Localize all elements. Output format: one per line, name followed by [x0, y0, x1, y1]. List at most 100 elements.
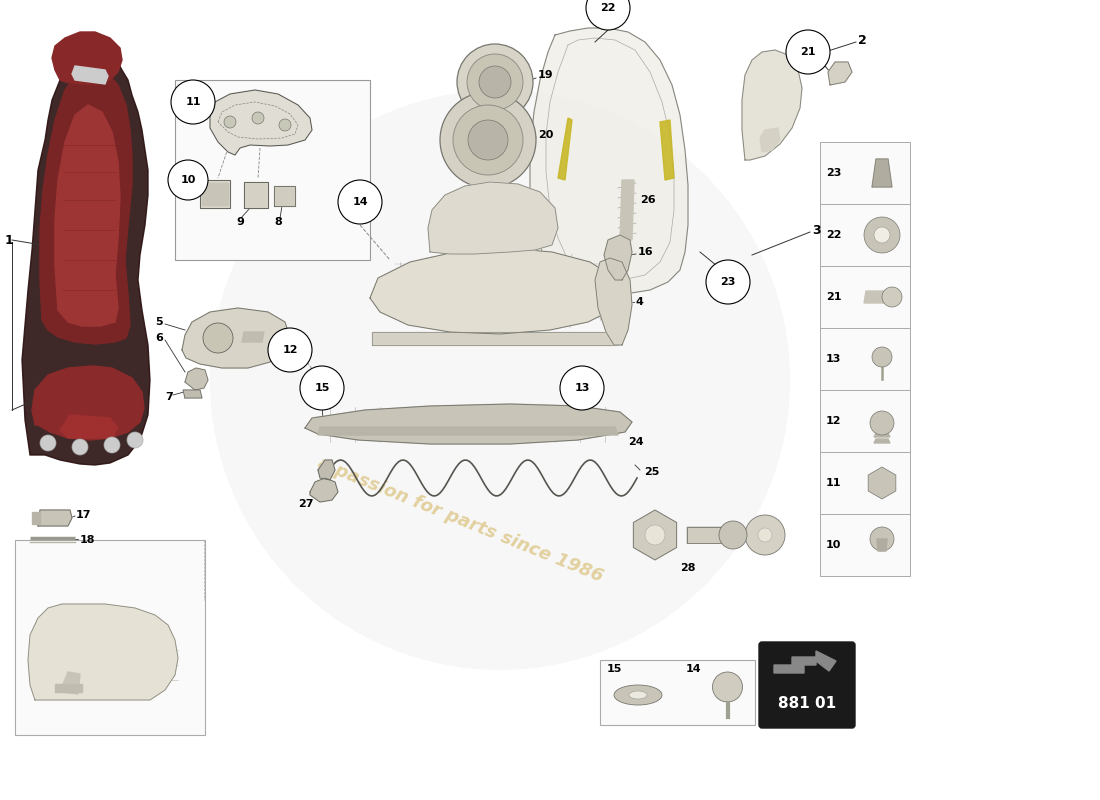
- Polygon shape: [370, 248, 620, 334]
- Circle shape: [706, 260, 750, 304]
- Polygon shape: [210, 90, 312, 155]
- Text: 12: 12: [826, 416, 842, 426]
- Text: 11: 11: [826, 478, 842, 488]
- Polygon shape: [32, 366, 144, 440]
- Polygon shape: [244, 182, 268, 208]
- Text: 881 01: 881 01: [778, 695, 836, 710]
- Polygon shape: [72, 66, 108, 84]
- Circle shape: [864, 217, 900, 253]
- Text: 23: 23: [826, 168, 842, 178]
- Ellipse shape: [614, 685, 662, 705]
- FancyBboxPatch shape: [600, 660, 755, 725]
- FancyBboxPatch shape: [15, 540, 205, 735]
- Circle shape: [745, 515, 785, 555]
- Polygon shape: [774, 651, 836, 673]
- Polygon shape: [32, 512, 40, 524]
- Text: 26: 26: [640, 195, 656, 205]
- Text: 27: 27: [298, 499, 314, 509]
- Circle shape: [104, 437, 120, 453]
- FancyBboxPatch shape: [820, 514, 910, 576]
- Circle shape: [478, 66, 512, 98]
- Circle shape: [224, 116, 236, 128]
- Polygon shape: [40, 65, 132, 344]
- Text: 15: 15: [315, 383, 330, 393]
- Text: 20: 20: [538, 130, 553, 140]
- Text: 24: 24: [628, 437, 643, 447]
- Text: 12: 12: [283, 345, 298, 355]
- Circle shape: [210, 90, 790, 670]
- Polygon shape: [22, 48, 150, 465]
- Text: 14: 14: [685, 664, 701, 674]
- Text: 13: 13: [826, 354, 842, 364]
- Circle shape: [560, 366, 604, 410]
- Polygon shape: [688, 527, 733, 543]
- Circle shape: [453, 105, 522, 175]
- Polygon shape: [318, 427, 618, 435]
- Circle shape: [168, 160, 208, 200]
- Polygon shape: [185, 368, 208, 390]
- Circle shape: [786, 30, 830, 74]
- Text: 23: 23: [720, 277, 736, 287]
- Text: 19: 19: [538, 70, 553, 80]
- Polygon shape: [530, 28, 688, 294]
- Text: 15: 15: [607, 664, 623, 674]
- Text: 11: 11: [185, 97, 200, 107]
- Circle shape: [40, 435, 56, 451]
- Polygon shape: [202, 183, 228, 205]
- Circle shape: [72, 439, 88, 455]
- Circle shape: [874, 227, 890, 243]
- Text: 17: 17: [76, 510, 91, 520]
- Polygon shape: [183, 390, 202, 398]
- Ellipse shape: [629, 691, 647, 699]
- Circle shape: [170, 80, 214, 124]
- Text: 9: 9: [236, 217, 244, 227]
- Text: 16: 16: [638, 247, 653, 257]
- Text: 4: 4: [636, 297, 644, 307]
- Polygon shape: [660, 120, 674, 180]
- Circle shape: [126, 432, 143, 448]
- Circle shape: [468, 54, 522, 110]
- Polygon shape: [864, 291, 892, 303]
- Polygon shape: [874, 427, 890, 431]
- Polygon shape: [60, 415, 118, 438]
- Text: 14: 14: [352, 197, 367, 207]
- Text: 22: 22: [601, 3, 616, 13]
- Polygon shape: [200, 180, 230, 208]
- Polygon shape: [874, 439, 890, 443]
- Polygon shape: [872, 159, 892, 187]
- Circle shape: [719, 521, 747, 549]
- Circle shape: [882, 287, 902, 307]
- Text: 7: 7: [165, 392, 173, 402]
- Circle shape: [586, 0, 630, 30]
- Text: a passion for parts since 1986: a passion for parts since 1986: [315, 454, 605, 586]
- Polygon shape: [874, 421, 890, 425]
- Circle shape: [252, 112, 264, 124]
- Text: 10: 10: [826, 540, 842, 550]
- Text: 3: 3: [812, 223, 821, 237]
- Text: 10: 10: [180, 175, 196, 185]
- Circle shape: [440, 92, 536, 188]
- Polygon shape: [274, 186, 295, 206]
- FancyBboxPatch shape: [820, 390, 910, 452]
- Polygon shape: [604, 235, 632, 280]
- Circle shape: [645, 525, 665, 545]
- Polygon shape: [242, 332, 264, 342]
- FancyBboxPatch shape: [820, 452, 910, 514]
- Circle shape: [268, 328, 312, 372]
- Polygon shape: [595, 258, 632, 345]
- Polygon shape: [558, 118, 572, 180]
- Text: 8: 8: [274, 217, 282, 227]
- Polygon shape: [428, 182, 558, 254]
- Polygon shape: [39, 510, 72, 526]
- Polygon shape: [55, 105, 120, 326]
- Text: 5: 5: [155, 317, 163, 327]
- Polygon shape: [874, 433, 890, 437]
- Text: 2: 2: [858, 34, 867, 46]
- Polygon shape: [760, 128, 780, 152]
- Circle shape: [713, 672, 743, 702]
- Polygon shape: [310, 478, 338, 502]
- Text: 22: 22: [826, 230, 842, 240]
- Text: 21: 21: [826, 292, 842, 302]
- FancyBboxPatch shape: [175, 80, 370, 260]
- Polygon shape: [52, 32, 122, 84]
